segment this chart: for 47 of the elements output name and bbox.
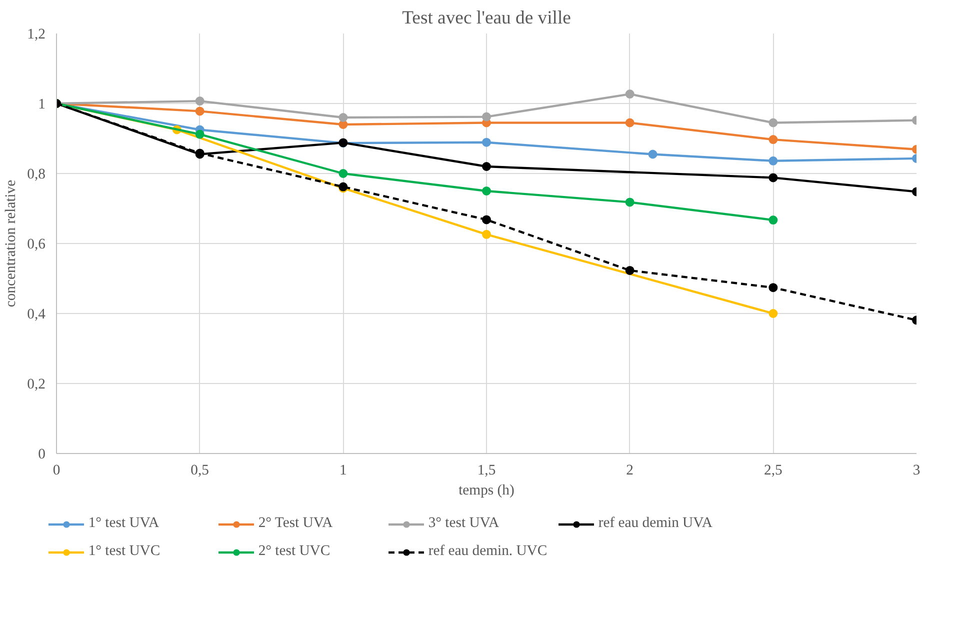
- point: [195, 106, 204, 116]
- legend-label: 1° test UVC: [88, 543, 162, 560]
- y-tick-label: 0,8: [27, 166, 46, 182]
- point: [338, 113, 348, 122]
- point: [482, 215, 491, 224]
- y-tick-label: 0: [38, 446, 46, 462]
- x-tick-label: 3: [912, 462, 920, 478]
- point: [338, 169, 348, 178]
- x-tick-label: 1,5: [477, 462, 496, 478]
- y-tick-label: 0,2: [27, 376, 46, 392]
- point: [482, 112, 491, 122]
- point: [482, 230, 491, 239]
- y-tick-label: 1: [38, 96, 46, 112]
- legend-label: 1° test UVA: [88, 515, 160, 532]
- legend-label: ref eau demin UVA: [598, 515, 712, 532]
- x-tick-label: 2,5: [764, 462, 782, 478]
- point: [625, 118, 634, 128]
- y-axis-title: concentration relative: [3, 180, 20, 308]
- point: [768, 309, 778, 318]
- point: [482, 138, 491, 147]
- point: [195, 130, 204, 139]
- legend-label: 3° test UVA: [428, 515, 500, 532]
- x-tick-label: 0: [52, 462, 60, 478]
- point: [768, 216, 778, 225]
- point: [648, 150, 658, 159]
- point: [768, 135, 778, 144]
- legend-label: 2° test UVC: [258, 543, 332, 560]
- y-tick-label: 1,2: [27, 26, 46, 42]
- point: [482, 162, 491, 171]
- legend-label: 2° Test UVA: [258, 515, 334, 532]
- point: [625, 266, 634, 275]
- point: [768, 283, 778, 292]
- x-axis-title: temps (h): [458, 482, 514, 498]
- point: [195, 96, 204, 106]
- point: [625, 90, 634, 99]
- x-tick-label: 1: [340, 462, 347, 478]
- y-tick-label: 0,4: [27, 306, 46, 322]
- point: [482, 186, 491, 196]
- point: [768, 173, 778, 182]
- point: [768, 118, 778, 128]
- chart-title: Test avec l'eau de ville: [402, 8, 571, 28]
- legend-label: ref eau demin. UVC: [428, 543, 548, 560]
- y-tick-label: 0,6: [27, 236, 46, 252]
- x-tick-label: 2: [626, 462, 634, 478]
- x-tick-label: 0,5: [190, 462, 209, 478]
- point: [768, 156, 778, 166]
- point: [625, 198, 634, 207]
